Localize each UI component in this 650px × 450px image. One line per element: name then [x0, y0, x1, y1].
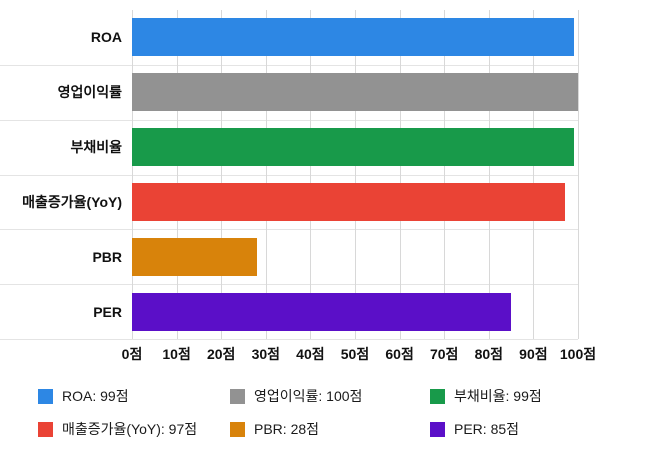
- bar-row: [132, 10, 578, 65]
- legend-swatch-icon: [230, 421, 245, 437]
- bar-row: [132, 284, 578, 339]
- legend-item: PER: 85점: [430, 419, 638, 439]
- legend-swatch-icon: [230, 388, 245, 404]
- bar-row: [132, 229, 578, 284]
- bars: [132, 10, 578, 339]
- y-axis-label: PBR: [92, 248, 122, 265]
- bar: [132, 73, 578, 112]
- legend-swatch-icon: [430, 421, 445, 437]
- row-separator-line: [0, 339, 578, 340]
- x-axis-tick-label: 60점: [385, 346, 414, 362]
- bar: [132, 237, 257, 276]
- x-axis-tick-label: 90점: [519, 346, 548, 362]
- legend-swatch-icon: [38, 421, 53, 437]
- legend-swatch-icon: [38, 388, 53, 404]
- gridline: [355, 10, 356, 339]
- y-axis-label: 매출증가율(YoY): [22, 193, 122, 210]
- bar-row: [132, 174, 578, 229]
- x-axis-tick-label: 100점: [559, 346, 597, 362]
- x-axis-tick-label: 40점: [296, 346, 325, 362]
- x-axis-tick-label: 80점: [474, 346, 504, 362]
- gridline: [488, 10, 490, 339]
- bar-row: [132, 120, 578, 175]
- legend-item: 매출증가율(YoY): 97점: [38, 419, 230, 439]
- legend-label: 영업이익률: 100점: [254, 388, 363, 404]
- bar: [132, 182, 565, 221]
- y-axis-label: PER: [93, 303, 122, 320]
- x-axis-tick-label: 20점: [206, 346, 236, 362]
- gridline: [578, 10, 579, 339]
- legend-label: PBR: 28점: [254, 421, 320, 437]
- legend-item: PBR: 28점: [230, 419, 430, 439]
- gridline: [176, 10, 178, 339]
- legend-label: ROA: 99점: [62, 388, 129, 404]
- x-axis-labels: 0점 10점 20점 30점 40점 50점 60점 70점 80점 90점 100점: [122, 344, 596, 366]
- gridline: [310, 10, 312, 339]
- gridlines: [132, 10, 579, 339]
- gridline: [444, 10, 446, 339]
- y-axis-label: 부채비율: [70, 139, 122, 156]
- gridline: [399, 10, 401, 339]
- legend-item: ROA: 99점: [38, 386, 230, 406]
- legend-label: PER: 85점: [454, 421, 520, 437]
- x-axis-tick-label: 50점: [340, 346, 370, 362]
- x-axis-tick-label: 0점: [121, 346, 143, 362]
- gridline: [132, 10, 133, 339]
- bar: [132, 18, 574, 57]
- bar: [132, 128, 574, 167]
- y-axis-label: ROA: [90, 29, 122, 46]
- gridline: [533, 10, 535, 339]
- legend-item: 부채비율: 99점: [430, 386, 638, 406]
- plot-area: [132, 10, 579, 339]
- legend-label: 매출증가율(YoY): 97점: [62, 421, 198, 437]
- bar-row: [132, 65, 578, 120]
- x-axis-tick-label: 30점: [251, 346, 281, 362]
- x-axis-tick-label: 10점: [162, 346, 191, 362]
- gridline: [221, 10, 223, 339]
- x-axis-tick-label: 70점: [429, 346, 459, 362]
- bar: [132, 292, 512, 331]
- legend-label: 부채비율: 99점: [454, 388, 542, 404]
- legend-swatch-icon: [430, 388, 445, 404]
- legend-item: 영업이익률: 100점: [230, 386, 430, 406]
- y-axis-label: 영업이익률: [57, 84, 122, 101]
- gridline: [265, 10, 267, 339]
